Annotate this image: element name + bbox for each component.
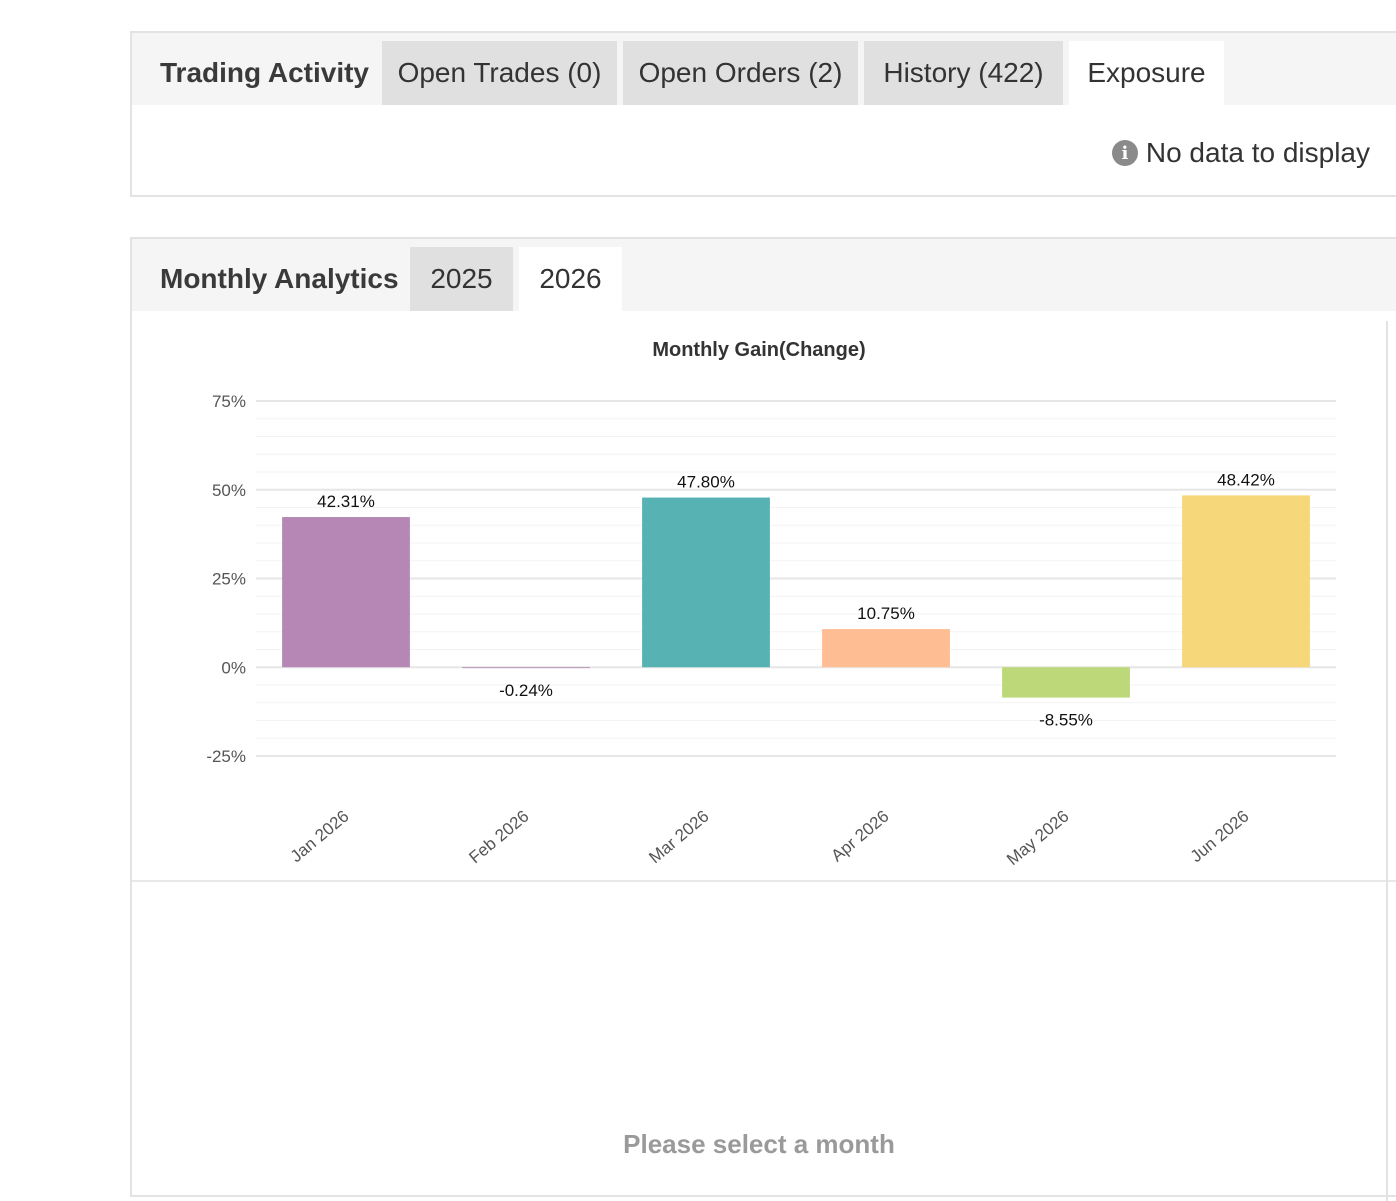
trading-activity-tabbar: Trading Activity Open Trades (0) Open Or… xyxy=(132,33,1396,105)
bar xyxy=(462,667,590,669)
tab-open-trades[interactable]: Open Trades (0) xyxy=(382,41,617,105)
info-icon: i xyxy=(1111,140,1138,166)
tab-exposure[interactable]: Exposure xyxy=(1069,41,1224,105)
x-tick-label: Mar 2026 xyxy=(645,807,712,868)
y-tick-label: 0% xyxy=(221,658,246,677)
x-tick-label: Apr 2026 xyxy=(828,807,893,866)
monthly-gain-chart: Monthly Gain(Change) 75% 50% 25% 0% -25% 42.3… xyxy=(132,311,1386,881)
data-label: -8.55% xyxy=(1039,711,1093,730)
data-label: 10.75% xyxy=(857,604,915,623)
monthly-analytics-panel: Monthly Analytics 2025 2026 Monthly Gain… xyxy=(130,237,1396,1201)
data-label: -0.24% xyxy=(499,681,553,700)
bar xyxy=(642,497,770,668)
tab-year-2026[interactable]: 2026 xyxy=(519,247,622,311)
x-tick-label: Jan 2026 xyxy=(287,807,353,867)
data-label: 47.80% xyxy=(677,473,735,492)
select-month-prompt: Please select a month xyxy=(623,1129,895,1159)
x-tick-label: Feb 2026 xyxy=(465,807,532,868)
trading-activity-panel: Trading Activity Open Trades (0) Open Or… xyxy=(130,31,1396,197)
y-tick-label: 50% xyxy=(212,481,246,500)
chart-divider xyxy=(132,880,1396,882)
no-data-text: No data to display xyxy=(1145,137,1370,168)
trading-activity-title: Trading Activity xyxy=(160,57,370,88)
bar xyxy=(822,629,950,668)
no-data-message: i No data to display xyxy=(1111,137,1370,169)
y-tick-label: 25% xyxy=(212,570,246,589)
x-tick-label: May 2026 xyxy=(1003,807,1072,870)
y-tick-label: 75% xyxy=(212,392,246,411)
monthly-analytics-tabbar: Monthly Analytics 2025 2026 xyxy=(132,239,1396,311)
tab-history[interactable]: History (422) xyxy=(864,41,1063,105)
monthly-analytics-title: Monthly Analytics xyxy=(160,263,399,294)
tab-year-2025[interactable]: 2025 xyxy=(410,247,513,311)
monthly-gain-chart-svg: Monthly Gain(Change) 75% 50% 25% 0% -25% 42.3… xyxy=(206,339,1336,870)
bar xyxy=(1002,667,1130,698)
panel-right-rule xyxy=(1386,321,1388,1201)
y-tick-label: -25% xyxy=(206,747,246,766)
chart-title: Monthly Gain(Change) xyxy=(652,339,865,361)
data-label: 48.42% xyxy=(1217,470,1275,489)
x-tick-label: Jun 2026 xyxy=(1187,807,1253,867)
data-label: 42.31% xyxy=(317,492,375,511)
bar xyxy=(1182,495,1310,668)
bar xyxy=(282,517,410,668)
tab-open-orders[interactable]: Open Orders (2) xyxy=(623,41,858,105)
